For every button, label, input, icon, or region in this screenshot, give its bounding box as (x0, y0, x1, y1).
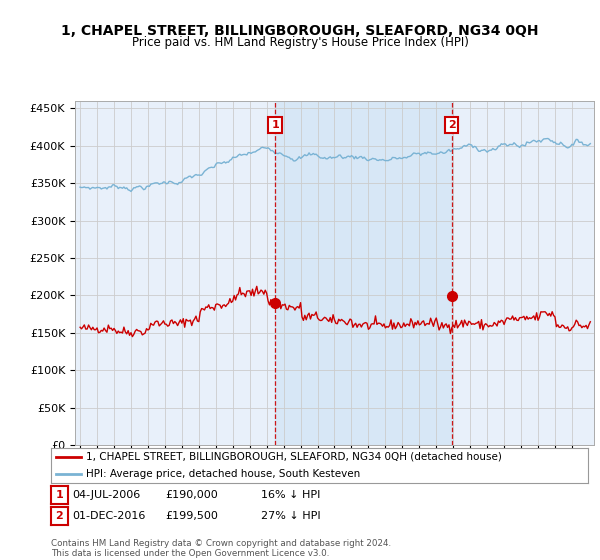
Text: Price paid vs. HM Land Registry's House Price Index (HPI): Price paid vs. HM Land Registry's House … (131, 36, 469, 49)
Text: Contains HM Land Registry data © Crown copyright and database right 2024.
This d: Contains HM Land Registry data © Crown c… (51, 539, 391, 558)
Text: HPI: Average price, detached house, South Kesteven: HPI: Average price, detached house, Sout… (86, 469, 360, 479)
Text: £199,500: £199,500 (165, 511, 218, 521)
Text: 27% ↓ HPI: 27% ↓ HPI (261, 511, 320, 521)
Text: 2: 2 (56, 511, 63, 521)
Bar (275, 101, 452, 445)
Text: 1: 1 (271, 120, 279, 130)
Text: £190,000: £190,000 (165, 490, 218, 500)
Text: 1, CHAPEL STREET, BILLINGBOROUGH, SLEAFORD, NG34 0QH (detached house): 1, CHAPEL STREET, BILLINGBOROUGH, SLEAFO… (86, 452, 502, 461)
Text: 2: 2 (448, 120, 455, 130)
Text: 04-JUL-2006: 04-JUL-2006 (72, 490, 140, 500)
Text: 01-DEC-2016: 01-DEC-2016 (72, 511, 145, 521)
Text: 16% ↓ HPI: 16% ↓ HPI (261, 490, 320, 500)
Text: 1, CHAPEL STREET, BILLINGBOROUGH, SLEAFORD, NG34 0QH: 1, CHAPEL STREET, BILLINGBOROUGH, SLEAFO… (61, 25, 539, 38)
Text: 1: 1 (56, 490, 63, 500)
